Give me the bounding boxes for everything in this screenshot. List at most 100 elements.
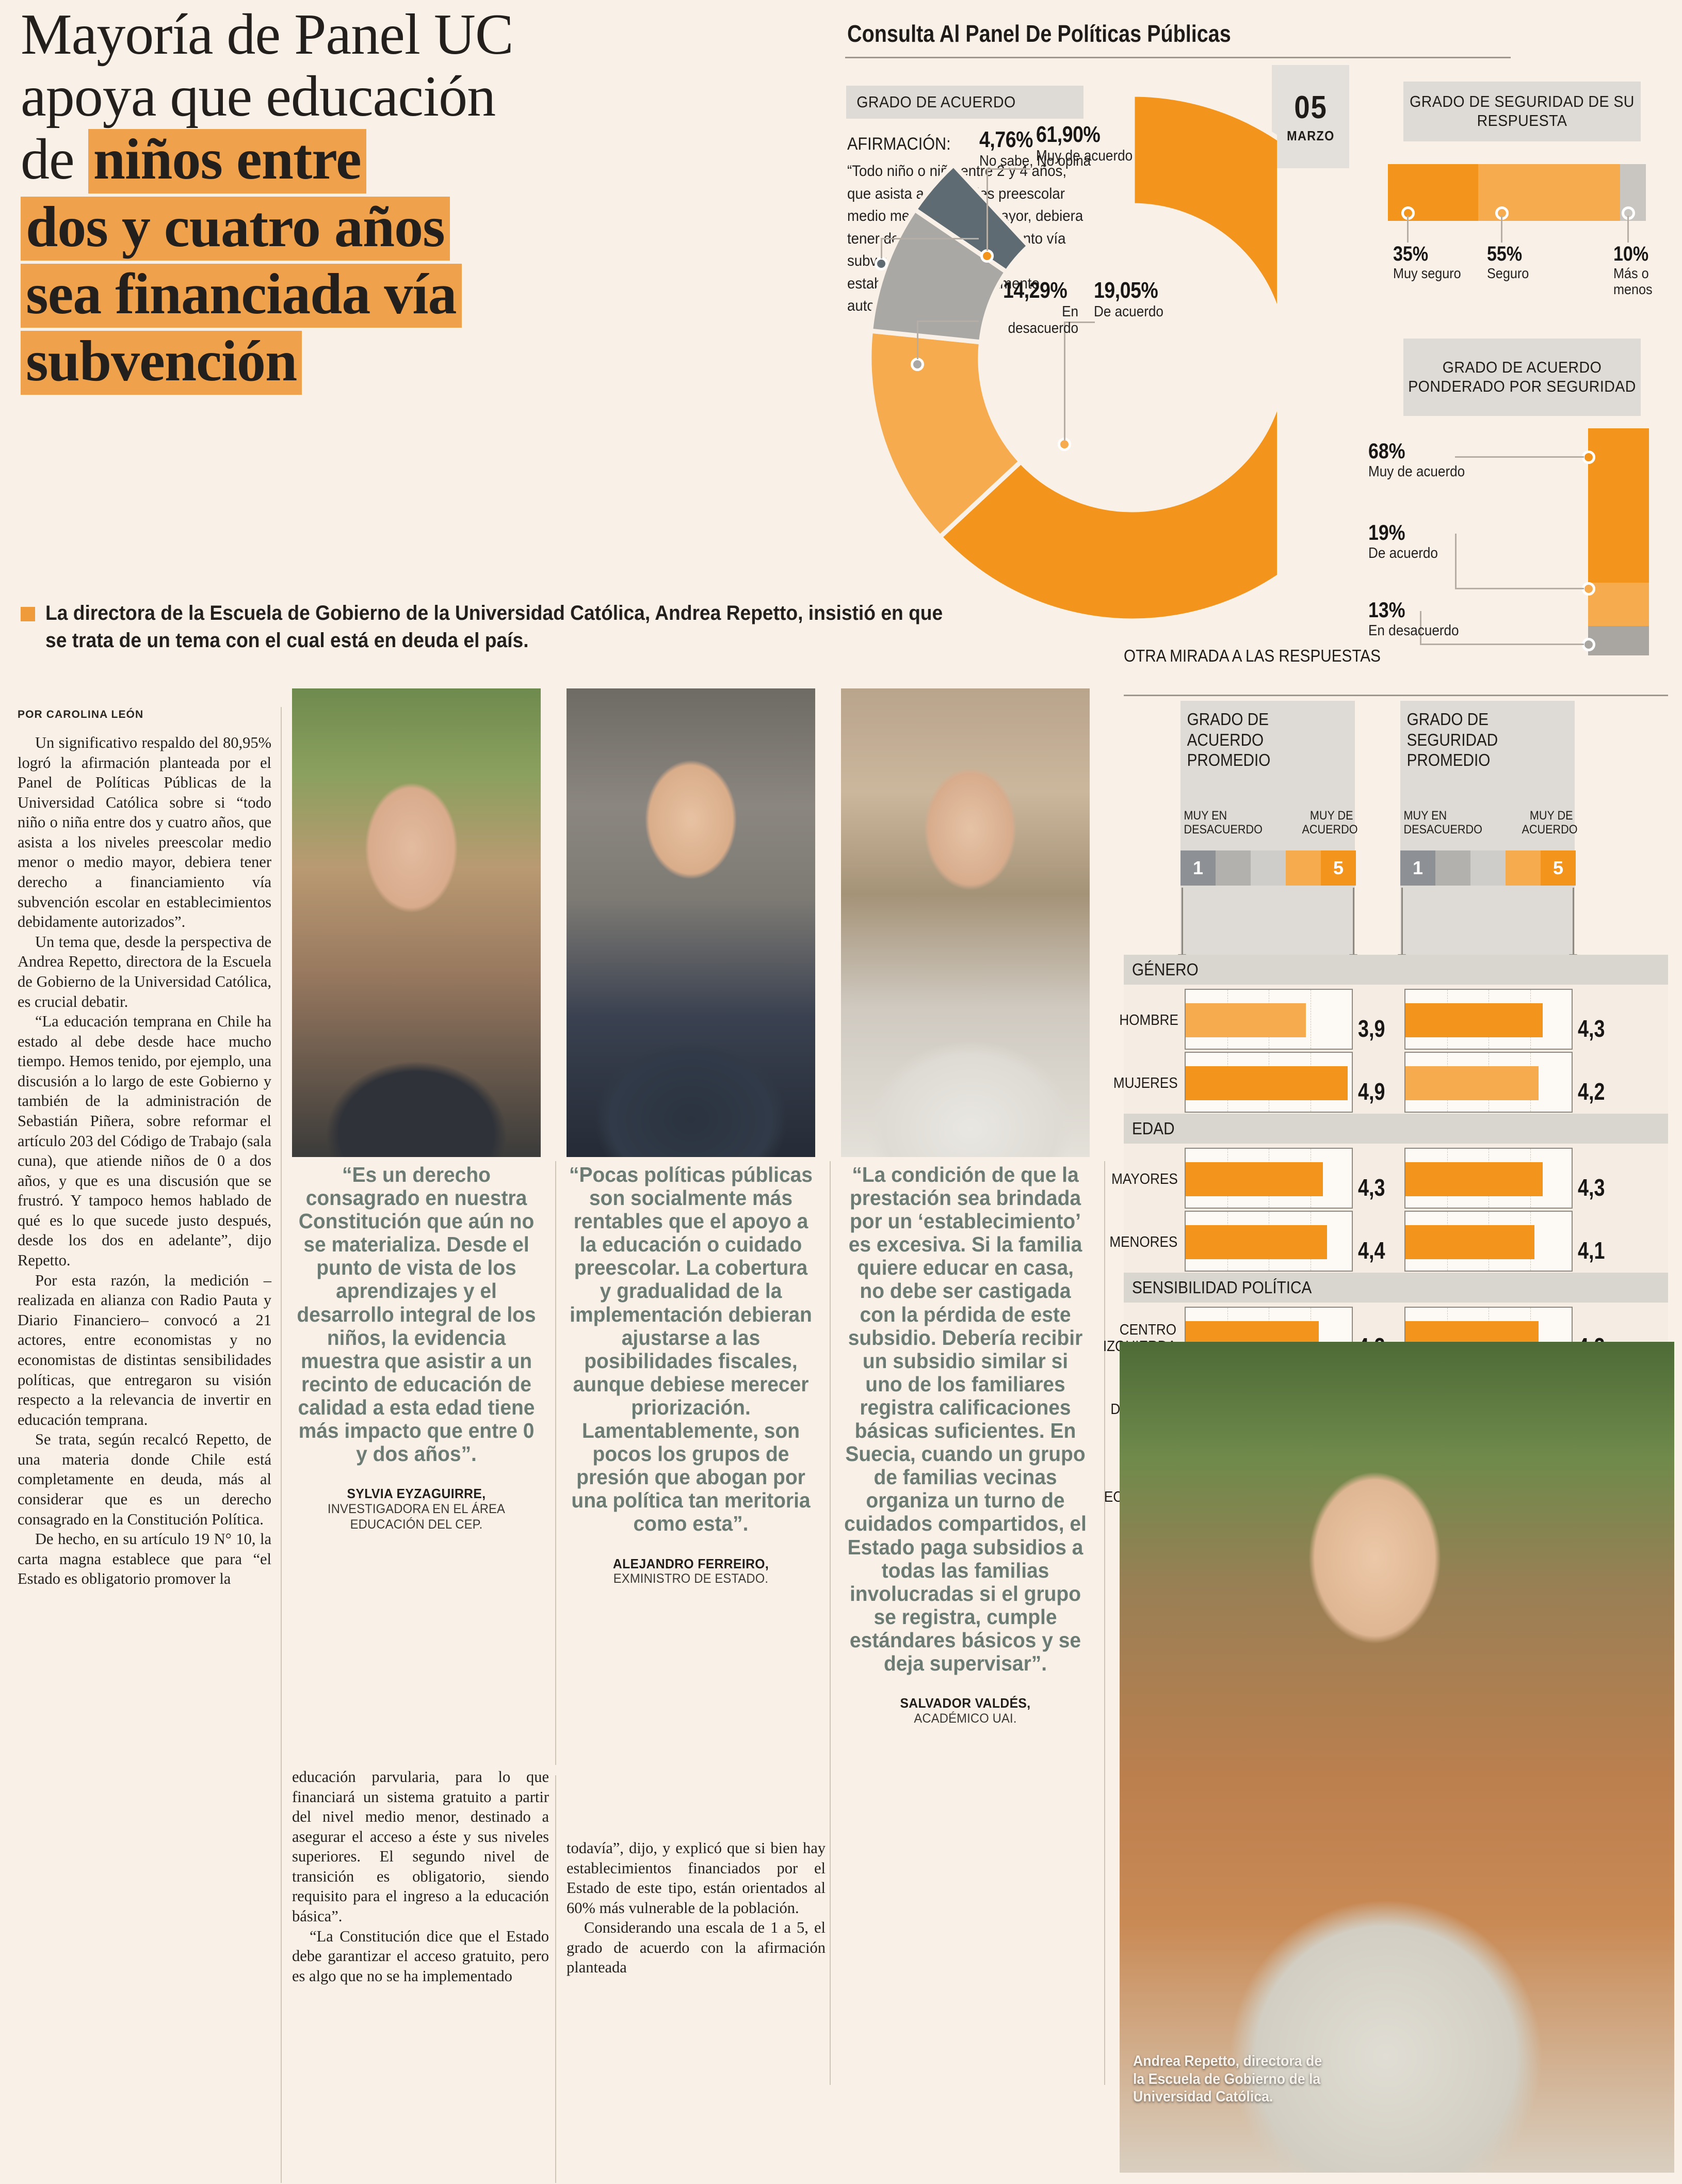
seg-label-seguro: 55% Seguro [1487, 243, 1564, 282]
leader-line [986, 168, 1030, 170]
donut-label-no-sabe: 4,76% No sabe, No opina [979, 127, 1091, 169]
feature-photo-andrea-repetto: Andrea Repetto, directora de la Escuela … [1120, 1342, 1674, 2173]
pull-quote-2: “Pocas políticas públicas son socialment… [569, 1163, 813, 1586]
panel-label-grado-seguridad-promedio: GRADO DE SEGURIDAD PROMEDIO [1406, 710, 1498, 770]
leader-line [1455, 456, 1584, 458]
quote-author-name: SYLVIA EYZAGUIRRE, [347, 1486, 486, 1502]
scale-high-label: MUY DE ACUERDO [1302, 809, 1358, 837]
deck-text: La directora de la Escuela de Gobierno d… [45, 602, 943, 652]
pond-label-text: Muy de acuerdo [1368, 463, 1465, 480]
headline-line-2: apoya que educación [21, 65, 496, 129]
scale-cell-2 [1435, 850, 1470, 886]
panel-background-left [1180, 701, 1355, 959]
quote-author-role: INVESTIGADORA EN EL ÁREA EDUCACIÓN DEL C… [327, 1501, 506, 1532]
portrait-photo-alejandro-ferreiro [567, 688, 815, 1157]
bar-fill [1186, 1066, 1348, 1100]
scale-cell-4 [1286, 850, 1321, 886]
row-label-hombre: HOMBRE [1119, 1012, 1178, 1029]
row-label-mujeres: MUJERES [1113, 1075, 1178, 1091]
deck-subhead: La directora de la Escuela de Gobierno d… [21, 600, 1016, 654]
photo-image [292, 688, 541, 1157]
body-paragraph: educación parvularia, para lo que financ… [292, 1768, 549, 1925]
pond-label-text: En desacuerdo [1368, 622, 1459, 639]
scale-high-label: MUY DE ACUERDO [1522, 809, 1578, 837]
body-paragraph: Considerando una escala de 1 a 5, el gra… [567, 1919, 826, 1977]
bar-cell-seguridad-mayores [1404, 1148, 1573, 1209]
pond-label-de-acuerdo: 19% De acuerdo [1368, 520, 1539, 562]
headline-line-1: Mayoría de Panel UC [21, 3, 514, 67]
leader-dot [980, 249, 994, 263]
column-divider [830, 1161, 831, 2085]
body-paragraph: Un significativo respaldo del 80,95% log… [18, 734, 271, 931]
bar-segment-de-acuerdo [1588, 583, 1649, 626]
leader-line [1501, 216, 1502, 243]
headline-line-4: dos y cuatro años [21, 196, 836, 261]
donut-slice-no-sabe [911, 161, 1032, 276]
leader-line [1420, 644, 1584, 645]
donut-label-en-desacuerdo: 14,29% En desacuerdo [980, 278, 1078, 337]
quote-text: “Pocas políticas públicas son socialment… [569, 1163, 813, 1536]
donut-slice-de-acuerdo [867, 328, 1024, 540]
date-badge: 05 MARZO [1272, 65, 1349, 168]
bar-fill [1405, 1225, 1534, 1259]
quote-author-role: EXMINISTRO DE ESTADO. [613, 1571, 769, 1586]
pull-quote-1: “Es un derecho consagrado en nuestra Con… [294, 1163, 538, 1532]
bar-cell-acuerdo-mayores [1185, 1148, 1353, 1209]
panel-background-right [1400, 701, 1575, 959]
bar-fill [1405, 1162, 1543, 1196]
photo-image [567, 688, 815, 1157]
body-column-1: Un significativo respaldo del 80,95% log… [18, 733, 271, 1589]
scale-cell-5: 5 [1541, 850, 1576, 886]
scale-arrow-icon [1569, 888, 1577, 961]
scale-low-label: MUY EN DESACUERDO [1403, 809, 1482, 837]
leader-line [1064, 322, 1065, 440]
headline-line-3: de niños entre [21, 129, 836, 194]
bar-value-acuerdo-menores: 4,4 [1358, 1237, 1385, 1264]
column-divider [555, 1161, 556, 1765]
bar-segment-muy-de-acuerdo [1588, 428, 1649, 583]
bar-value-acuerdo-hombre: 3,9 [1358, 1015, 1385, 1042]
group-header-edad: EDAD [1124, 1114, 1668, 1144]
leader-line [881, 238, 882, 259]
bar-fill [1405, 1003, 1543, 1037]
bar-cell-seguridad-hombre [1404, 989, 1573, 1050]
divider [1124, 695, 1668, 696]
body-paragraph: todavía”, dijo, y explicó que si bien ha… [567, 1839, 826, 1917]
seg-label-muy-seguro: 35% Muy seguro [1393, 243, 1470, 282]
byline: POR CAROLINA LEÓN [18, 709, 144, 720]
heading-ponderado: GRADO DE ACUERDO PONDERADO POR SEGURIDAD [1403, 339, 1641, 416]
bar-cell-acuerdo-hombre [1185, 989, 1353, 1050]
date-day: 05 [1293, 90, 1328, 125]
donut-label-text: Muy de acuerdo [1036, 148, 1133, 164]
afirmacion-label: AFIRMACIÓN: [847, 134, 951, 154]
scale-arrow-icon [1349, 888, 1357, 961]
bar-fill [1405, 1066, 1539, 1100]
leader-line [917, 320, 918, 359]
quote-attribution: ALEJANDRO FERREIRO, EXMINISTRO DE ESTADO… [569, 1556, 813, 1587]
donut-label-de-acuerdo: 19,05% De acuerdo [1094, 278, 1163, 320]
scale-cell-3 [1470, 850, 1506, 886]
leader-dot [875, 257, 888, 270]
leader-dot [1582, 638, 1595, 651]
scale-cell-1: 1 [1400, 850, 1435, 886]
scale-cell-4 [1506, 850, 1541, 886]
leader-line [986, 168, 988, 251]
body-paragraph: “La educación temprana en Chile ha estad… [18, 1013, 271, 1270]
quote-attribution: SYLVIA EYZAGUIRRE, INVESTIGADORA EN EL Á… [294, 1486, 538, 1532]
column-divider [1104, 1161, 1105, 2085]
square-bullet-icon [21, 607, 35, 621]
leader-line [917, 320, 979, 322]
bar-cell-seguridad-mujeres [1404, 1052, 1573, 1113]
seg-label-text: Seguro [1487, 265, 1529, 281]
body-paragraph: “La Constitución dice que el Estado debe… [292, 1927, 549, 1985]
bar-ponderado [1588, 428, 1649, 655]
scale-caption-left: MUY EN DESACUERDO MUY DE ACUERDO [1180, 809, 1358, 837]
portrait-photo-sylvia-eyzaguirre [292, 688, 541, 1157]
seg-label-text: Más o menos [1613, 265, 1653, 297]
headline-line-5: sea financiada vía [21, 263, 836, 328]
scale-arrow-icon [1398, 888, 1406, 961]
seg-label-mas-o-menos: 10% Más o menos [1613, 243, 1675, 298]
scale-legend-right: 1 5 [1400, 850, 1576, 886]
quote-attribution: SALVADOR VALDÉS, ACADÉMICO UAI. [843, 1696, 1087, 1726]
